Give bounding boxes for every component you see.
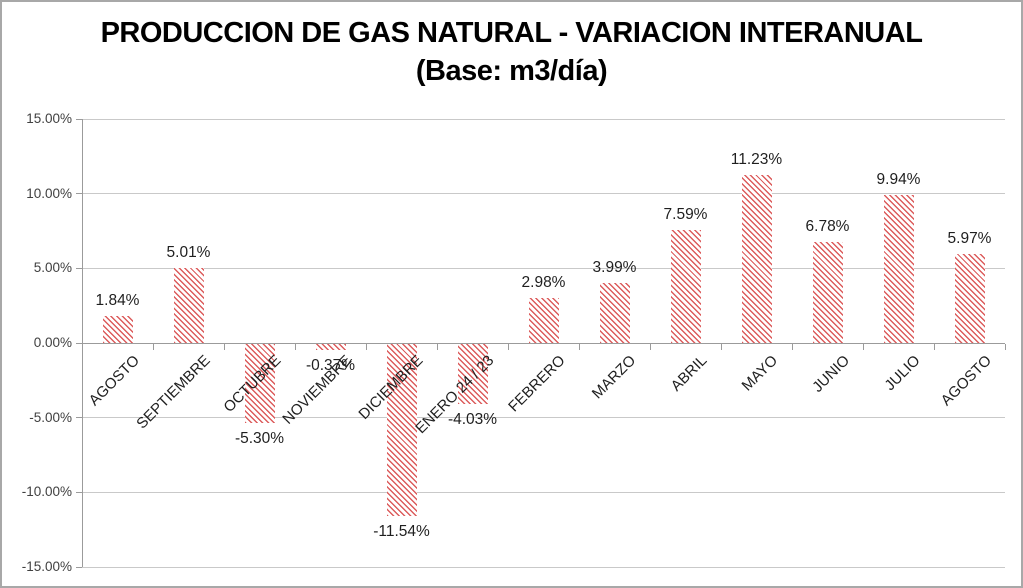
bar — [102, 315, 133, 343]
x-axis-category-label: AGOSTO — [85, 352, 143, 410]
x-axis-category-label: SEPTIEMBRE — [133, 352, 214, 433]
y-axis-tick-label: 5.00% — [33, 260, 72, 276]
x-axis-category-label: FEBRERO — [505, 352, 569, 416]
x-axis-tick — [863, 343, 864, 350]
bar-value-label: 5.97% — [947, 229, 992, 247]
bar-value-label: 3.99% — [592, 259, 637, 277]
bar — [954, 253, 985, 343]
x-axis-category-label: MAYO — [739, 352, 782, 395]
chart-title-line1: PRODUCCION DE GAS NATURAL - VARIACION IN… — [100, 17, 923, 49]
bar-value-label: 7.59% — [663, 205, 708, 223]
x-axis-tick — [721, 343, 722, 350]
x-axis-category-label: JULIO — [881, 352, 924, 395]
x-axis-tick — [437, 343, 438, 350]
x-axis-tick — [934, 343, 935, 350]
y-axis-tick — [76, 118, 82, 120]
y-axis-tick-label: 0.00% — [33, 335, 72, 350]
bar — [812, 241, 843, 343]
bar — [741, 175, 772, 343]
y-axis-tick-label: 15.00% — [26, 111, 72, 126]
bar-value-label: -0.37% — [305, 356, 356, 374]
y-axis-tick-label: -10.00% — [21, 484, 72, 500]
gridline — [82, 267, 1005, 269]
bar — [244, 344, 275, 424]
chart-title: PRODUCCION DE GAS NATURAL - VARIACION IN… — [2, 14, 1021, 90]
x-axis-tick — [366, 343, 367, 350]
x-axis-category-label: JUNIO — [808, 352, 853, 396]
bar-value-label: 9.94% — [876, 170, 921, 188]
y-axis-tick — [76, 267, 82, 269]
y-axis-tick-label: 10.00% — [26, 185, 72, 201]
x-axis-tick — [1005, 343, 1006, 350]
bar-value-label: 5.01% — [166, 244, 211, 262]
y-axis-tick-label: -5.00% — [29, 409, 72, 425]
y-axis-tick-label: -15.00% — [21, 559, 72, 574]
x-axis-category-label: AGOSTO — [937, 352, 995, 410]
y-axis-tick — [76, 342, 82, 344]
y-axis-tick — [76, 417, 82, 419]
x-axis-tick — [224, 343, 225, 350]
bar-value-label: -4.03% — [447, 411, 498, 429]
bar — [173, 268, 204, 343]
x-axis-category-label: MARZO — [589, 352, 640, 403]
x-axis-tick — [153, 343, 154, 350]
bar — [599, 283, 630, 343]
bar — [528, 298, 559, 343]
gridline — [82, 491, 1005, 493]
gridline — [82, 118, 1005, 120]
zero-gridline — [82, 342, 1005, 344]
x-axis-category-label: ABRIL — [667, 352, 711, 395]
bar — [670, 229, 701, 343]
y-axis-tick — [76, 491, 82, 493]
y-axis-tick — [76, 566, 82, 568]
bar-value-label: 6.78% — [805, 217, 850, 235]
gridline — [82, 566, 1005, 568]
bar — [883, 194, 914, 343]
x-axis-tick — [295, 343, 296, 350]
bar-value-label: 2.98% — [521, 274, 566, 292]
bar — [386, 344, 417, 517]
bar-value-label: 1.84% — [95, 291, 140, 309]
bar-value-label: -5.30% — [234, 430, 285, 448]
x-axis-tick — [82, 343, 83, 350]
x-axis-tick — [508, 343, 509, 350]
x-axis-tick — [579, 343, 580, 350]
bar-value-label: -11.54% — [373, 523, 430, 541]
gridline — [82, 417, 1005, 419]
bar — [315, 344, 346, 350]
x-axis-tick — [792, 343, 793, 350]
chart-title-line2: (Base: m3/día) — [415, 55, 608, 87]
bar-value-label: 11.23% — [730, 151, 783, 169]
x-axis-tick — [650, 343, 651, 350]
bar — [457, 344, 488, 405]
y-axis-tick — [76, 193, 82, 195]
gridline — [82, 193, 1005, 195]
y-axis-line — [82, 119, 83, 567]
